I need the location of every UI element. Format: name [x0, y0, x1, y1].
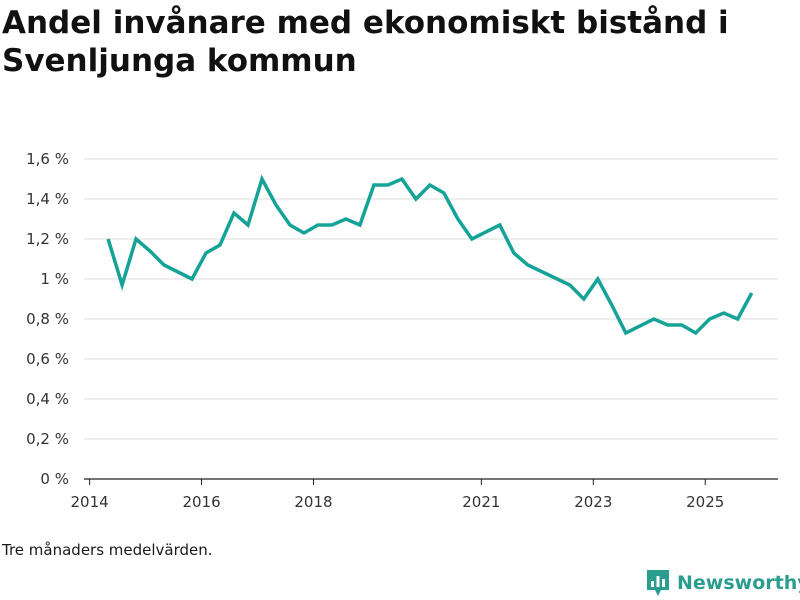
y-tick-label: 0,6 %	[26, 350, 69, 368]
series-line	[106, 174, 754, 336]
x-tick-label: 2018	[294, 493, 332, 511]
x-axis-ticks: 2014 2016 2018 2021 2023 2025	[71, 479, 724, 511]
series-layer	[106, 174, 754, 336]
x-tick-label: 2016	[182, 493, 220, 511]
y-tick-label: 1 %	[40, 270, 69, 288]
x-tick-label: 2025	[686, 493, 724, 511]
y-axis-ticks: 0 % 0,2 % 0,4 % 0,6 % 0,8 % 1 % 1,2 % 1,4 % 1,6 …	[26, 150, 69, 488]
footnote: Tre månaders medelvärden.	[2, 541, 213, 559]
newsworthy-logo: Newsworthy	[645, 568, 800, 598]
gridlines	[84, 158, 778, 440]
y-tick-label: 0,2 %	[26, 430, 69, 448]
y-tick-label: 0 %	[40, 470, 69, 488]
y-tick-label: 0,4 %	[26, 390, 69, 408]
x-tick-label: 2014	[71, 493, 109, 511]
x-tick-label: 2021	[462, 493, 500, 511]
y-tick-label: 1,6 %	[26, 150, 69, 168]
y-tick-label: 0,8 %	[26, 310, 69, 328]
x-tick-label: 2023	[574, 493, 612, 511]
chart-title: Andel invånare med ekonomiskt bistånd i …	[2, 5, 729, 79]
newsworthy-logo-text: Newsworthy	[677, 572, 800, 594]
newsworthy-logo-icon	[647, 570, 669, 596]
y-tick-label: 1,4 %	[26, 190, 69, 208]
y-tick-label: 1,2 %	[26, 230, 69, 248]
